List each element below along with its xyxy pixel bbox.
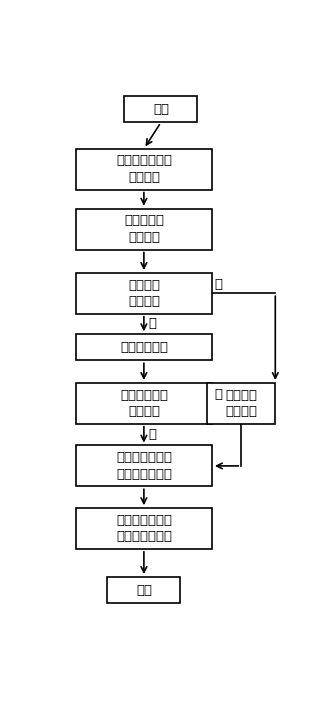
Text: 将规划曲线转为
采煤机控制参数: 将规划曲线转为 采煤机控制参数	[116, 451, 172, 481]
Bar	[76, 148, 212, 189]
Bar	[124, 96, 198, 122]
Text: 结束: 结束	[136, 583, 152, 597]
Bar	[207, 383, 275, 423]
Text: 否: 否	[214, 278, 222, 291]
Text: 是: 是	[149, 428, 157, 441]
Text: 获取工作面三维
探测结果: 获取工作面三维 探测结果	[116, 154, 172, 184]
Bar	[76, 383, 212, 423]
Bar	[76, 273, 212, 314]
Bar	[76, 445, 212, 486]
Text: 数据获取
是否成功: 数据获取 是否成功	[128, 279, 160, 308]
Text: 开始: 开始	[153, 103, 169, 116]
Text: 上位机远程控制
采煤机自动割煤: 上位机远程控制 采煤机自动割煤	[116, 514, 172, 543]
Bar	[107, 577, 181, 603]
Text: 确认规划曲线
是否正确: 确认规划曲线 是否正确	[120, 389, 168, 418]
Text: 是: 是	[149, 317, 157, 330]
Bar	[76, 334, 212, 361]
Text: 否: 否	[214, 387, 222, 401]
Bar	[76, 508, 212, 549]
Bar	[76, 209, 212, 250]
Text: 人工编辑
规划曲线: 人工编辑 规划曲线	[225, 389, 257, 418]
Text: 获取工作面
推进信息: 获取工作面 推进信息	[124, 214, 164, 244]
Text: 生成规划曲线: 生成规划曲线	[120, 341, 168, 354]
